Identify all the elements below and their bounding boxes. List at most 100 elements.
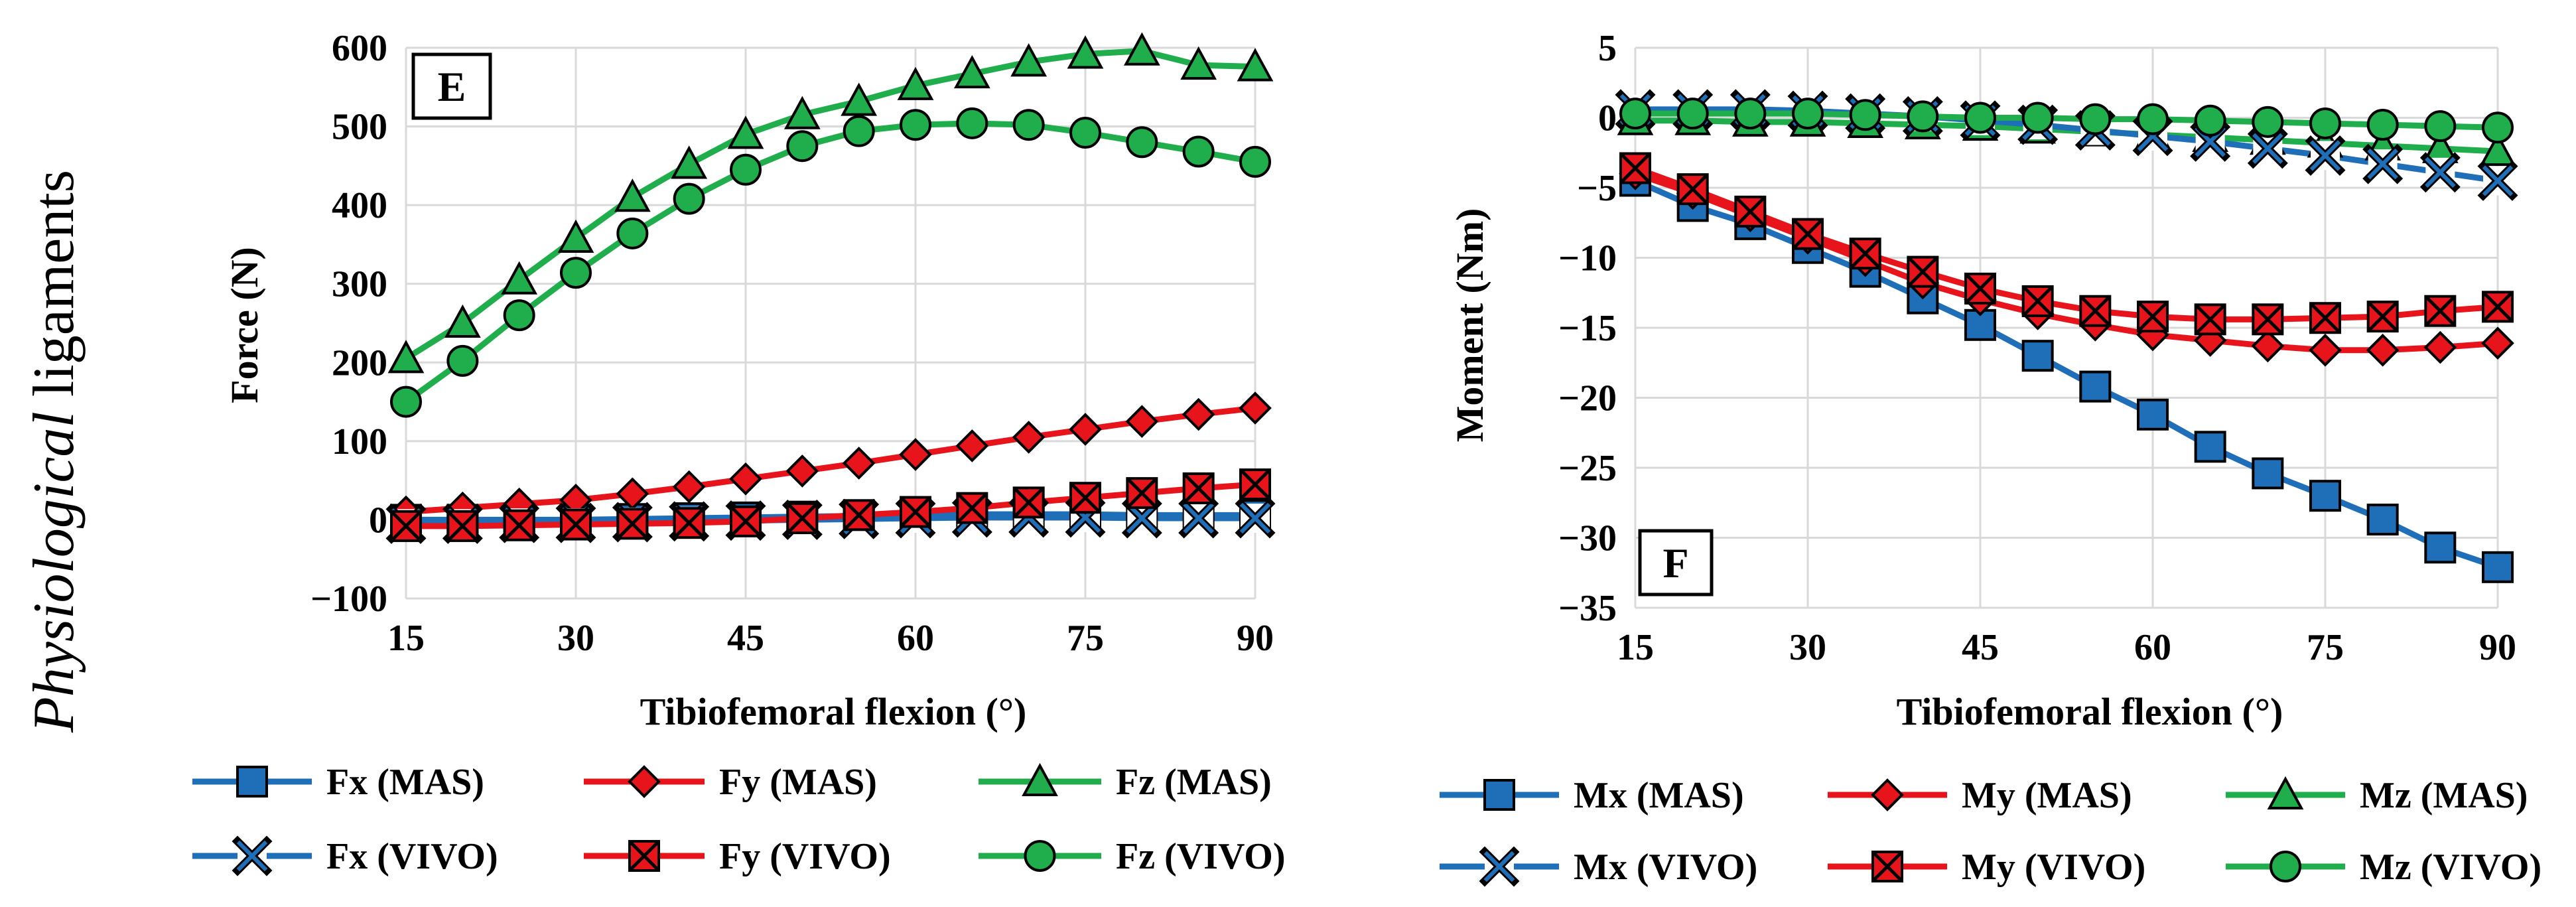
marker-cross — [2309, 302, 2341, 334]
x-tick-label: 60 — [897, 618, 934, 659]
data-point — [2481, 326, 2514, 360]
data-point — [2021, 102, 2054, 134]
y-tick-label: 100 — [332, 421, 387, 462]
data-point — [1849, 238, 1881, 270]
series-line-mx-mas- — [1634, 178, 2499, 571]
marker-cross — [956, 492, 988, 524]
y-tick-label: −100 — [310, 579, 387, 620]
marker-x-fill — [1183, 502, 1214, 534]
marker-cross — [730, 506, 762, 537]
data-point — [2137, 103, 2169, 135]
series-line-fz-vivo- — [404, 120, 1256, 405]
data-point — [1012, 109, 1045, 141]
legend-entry: My (MAS) — [1828, 775, 2132, 816]
data-point — [560, 508, 592, 541]
data-point — [956, 107, 988, 139]
legend-marker — [1483, 779, 1515, 811]
series-line-fz-mas- — [404, 48, 1256, 362]
data-point — [2309, 302, 2341, 334]
data-point — [616, 217, 649, 249]
side-label: Physiological ligaments — [22, 170, 86, 733]
panel-letter: F — [1662, 539, 1688, 587]
data-point — [2079, 370, 2112, 403]
marker-cross — [900, 496, 931, 528]
data-point — [390, 510, 422, 542]
data-point — [673, 507, 705, 539]
data-point — [616, 508, 649, 540]
data-point — [2137, 398, 2169, 431]
legend-label: Fx (VIVO) — [326, 836, 498, 877]
x-tick-label: 75 — [1067, 618, 1104, 659]
data-point — [1792, 98, 1824, 130]
marker-cross — [1126, 477, 1158, 509]
legend-label: My (VIVO) — [1962, 847, 2145, 888]
marker-x-fill — [2367, 148, 2398, 180]
y-tick-label: −35 — [1558, 588, 1617, 629]
y-tick-label: −25 — [1558, 448, 1617, 489]
marker-cross — [1619, 152, 1651, 184]
marker-cross — [616, 508, 649, 540]
legend-entry: Fy (MAS) — [584, 762, 877, 803]
legend-entry: Mz (VIVO) — [2226, 847, 2542, 888]
legend-marker — [2267, 776, 2304, 809]
x-tick-label: 90 — [2479, 627, 2516, 668]
data-point — [843, 115, 875, 147]
y-tick-label: −30 — [1558, 518, 1617, 559]
y-tick-label: 300 — [332, 264, 387, 305]
data-point — [2366, 109, 2399, 141]
data-point — [2194, 104, 2226, 137]
panel-letter-box — [411, 52, 492, 120]
data-point — [2194, 303, 2226, 336]
panel-e-chart: −100 0 100 200 300 400 500 600 15 30 45 60 75 90 Tibio… — [192, 28, 1285, 877]
y-tick-label: −5 — [1577, 168, 1617, 209]
data-point — [1907, 100, 1939, 133]
y-tick-label: 0 — [1598, 98, 1617, 139]
legend-entry: Fy (VIVO) — [584, 836, 891, 877]
x-tick-label: 15 — [387, 618, 425, 659]
side-label-rest: ligaments — [22, 170, 86, 411]
panel-letter-box — [1638, 529, 1714, 596]
marker-cross — [1069, 482, 1101, 514]
legend-label: Mz (MAS) — [2360, 775, 2528, 816]
y-tick-label: −15 — [1558, 308, 1617, 349]
marker-cross — [843, 499, 875, 531]
side-label-italic: Physiological — [22, 411, 86, 733]
data-point — [2482, 551, 2514, 583]
marker-cross — [1182, 472, 1215, 504]
data-point — [1069, 413, 1102, 446]
data-point — [1123, 32, 1160, 66]
data-point — [1010, 43, 1048, 77]
marker-cross — [786, 502, 819, 534]
data-point — [2309, 480, 2341, 512]
data-point — [953, 54, 990, 89]
data-point — [387, 340, 425, 374]
marker-cross — [560, 508, 592, 541]
data-point — [1239, 468, 1271, 501]
data-point — [2366, 333, 2400, 367]
data-point — [1676, 98, 1709, 130]
data-point — [390, 385, 422, 418]
data-point — [2021, 340, 2054, 372]
data-point — [899, 438, 932, 471]
data-point — [729, 462, 762, 496]
data-point — [785, 454, 819, 488]
data-point — [1125, 405, 1159, 439]
data-point — [843, 499, 875, 531]
data-point — [783, 96, 821, 129]
legend-marker — [1871, 778, 1904, 811]
data-point — [1178, 498, 1219, 539]
data-point — [1964, 102, 1996, 134]
y-tick-label: 400 — [332, 185, 387, 226]
data-point — [614, 178, 651, 212]
data-point — [1619, 98, 1651, 130]
legend-entry: Fz (MAS) — [979, 762, 1272, 803]
legend-entry: Mx (VIVO) — [1440, 846, 1757, 888]
marker-cross — [2194, 303, 2226, 336]
data-point — [2194, 431, 2226, 463]
legend-label: Fz (MAS) — [1116, 762, 1272, 803]
data-point — [1239, 145, 1271, 178]
data-point — [1619, 152, 1651, 184]
data-point — [2424, 531, 2457, 564]
data-point — [2482, 111, 2514, 144]
